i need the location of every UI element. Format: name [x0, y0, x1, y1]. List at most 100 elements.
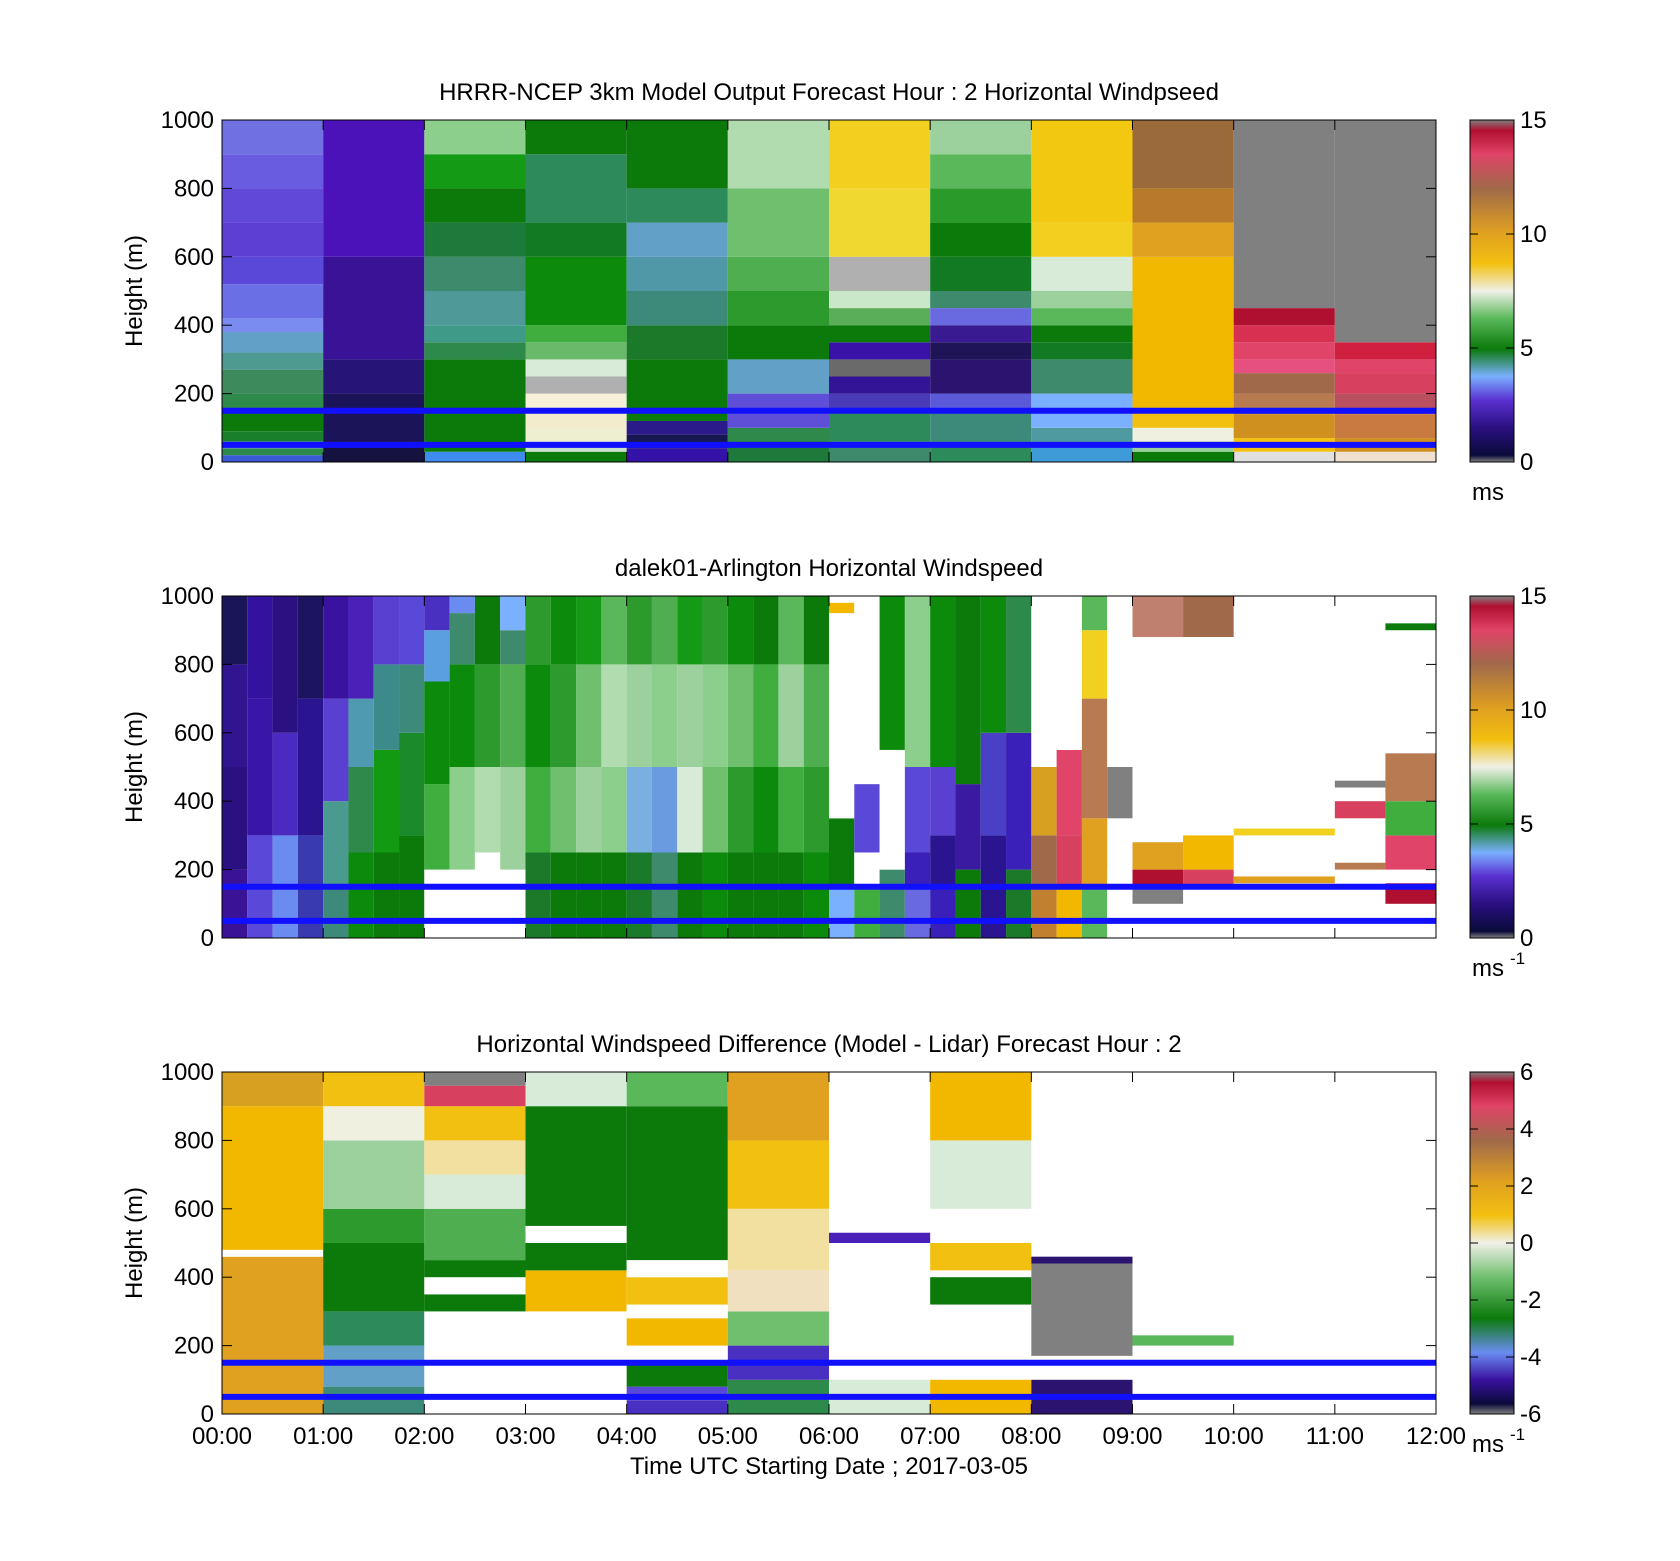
chart-panel-1: 0 200 400 600 800 1000 HRRR-NCEP 3km Model Out…	[121, 79, 1547, 506]
heatmap-cell	[930, 120, 1032, 155]
heatmap-cell	[424, 1311, 526, 1387]
colorbar-tick-label: -2	[1520, 1287, 1541, 1314]
heatmap-cell	[222, 1072, 324, 1107]
heatmap-cell	[829, 256, 931, 291]
heatmap-cell	[1107, 767, 1133, 819]
heatmap-cell	[904, 767, 931, 853]
heatmap-cell	[930, 886, 956, 938]
heatmap-cell	[727, 188, 829, 257]
heatmap-cell	[626, 1072, 728, 1107]
colorbar-unit: ms	[1472, 1431, 1504, 1458]
heatmap-cell	[500, 596, 526, 631]
heatmap-cell	[727, 767, 754, 853]
x-tick-label: 00:00	[192, 1423, 252, 1450]
heatmap-cell	[727, 1270, 829, 1312]
x-tick-label: 07:00	[900, 1423, 960, 1450]
heatmap-cell	[702, 664, 728, 767]
heatmap-cell	[525, 154, 627, 223]
heatmap-cell	[626, 1318, 728, 1346]
heatmap-cell	[525, 376, 627, 394]
heatmap-cell	[778, 852, 804, 938]
heatmap-cell	[525, 256, 627, 326]
heatmap-cell	[829, 602, 855, 614]
heatmap-cell	[1183, 835, 1234, 870]
heatmap-cell	[424, 1294, 526, 1312]
heatmap-cell	[348, 596, 374, 699]
heatmap-cell	[930, 342, 1032, 360]
heatmap-cell	[955, 869, 981, 938]
heatmap-cell	[1056, 835, 1082, 887]
heatmap-cell	[930, 188, 1032, 223]
heatmap-cell	[323, 1345, 425, 1387]
heatmap-cell	[525, 1072, 627, 1107]
heatmap-cell	[323, 1140, 425, 1209]
heatmap-cell	[677, 664, 703, 767]
heatmap-cell	[323, 256, 425, 360]
heatmap-cell	[525, 1270, 627, 1312]
colorbar-tick-label: 0	[1520, 449, 1533, 476]
heatmap-cell	[626, 420, 728, 435]
colorbar	[1469, 119, 1515, 463]
heatmap-cell	[1132, 410, 1234, 428]
y-tick-label: 600	[174, 720, 214, 747]
heatmap-cell	[753, 596, 779, 665]
heatmap-cell	[1233, 120, 1335, 309]
heatmap-cell	[449, 767, 475, 870]
heatmap-cell	[1031, 596, 1057, 767]
heatmap-cell	[803, 664, 829, 767]
heatmap-cell	[525, 120, 627, 155]
heatmap-cell	[677, 852, 703, 938]
heatmap-cell	[626, 1400, 728, 1414]
heatmap-cell	[323, 359, 425, 394]
heatmap-cell	[955, 596, 981, 785]
heatmap-cell	[525, 596, 551, 665]
heatmap-cell	[677, 767, 703, 853]
heatmap-cell	[1006, 869, 1032, 938]
heatmap-cell	[930, 291, 1032, 309]
heatmap-cell	[424, 359, 526, 411]
chart-title: dalek01-Arlington Horizontal Windspeed	[615, 555, 1043, 582]
heatmap-cell	[449, 664, 475, 767]
heatmap-cell	[424, 325, 526, 343]
heatmap-cell	[1233, 373, 1335, 394]
colorbar-tick-label: 6	[1520, 1059, 1533, 1086]
heatmap-cell	[525, 410, 627, 428]
heatmap-cell	[1132, 427, 1234, 442]
heatmap-cell	[829, 120, 931, 189]
heatmap-cell	[904, 886, 931, 938]
x-tick-label: 12:00	[1406, 1423, 1466, 1450]
heatmap-cell	[829, 342, 931, 360]
heatmap-cell	[576, 767, 602, 853]
heatmap-cell	[222, 154, 324, 189]
heatmap-cell	[1132, 886, 1184, 904]
heatmap-cell	[1132, 842, 1184, 870]
heatmap-cell	[829, 818, 855, 887]
heatmap-cell	[727, 1140, 829, 1209]
heatmap-cell	[930, 359, 1032, 394]
heatmap-cell	[904, 596, 931, 767]
heatmap-cell	[1132, 256, 1234, 411]
colorbar-unit: ms	[1472, 479, 1504, 506]
heatmap-cell	[829, 359, 931, 377]
heatmap-cell	[829, 732, 855, 819]
heatmap-cell	[297, 698, 324, 836]
heatmap-cell	[727, 1208, 829, 1271]
heatmap-cell	[424, 120, 526, 155]
heatmap-cell	[626, 325, 728, 360]
heatmap-cell	[601, 852, 627, 938]
heatmap-cell	[601, 664, 627, 767]
heatmap-cell	[626, 852, 652, 938]
heatmap-cell	[727, 325, 829, 360]
heatmap-cell	[626, 448, 728, 462]
x-tick-label: 05:00	[698, 1423, 758, 1450]
heatmap-cell	[424, 451, 526, 462]
heatmap-cell	[525, 767, 551, 853]
heatmap-cell	[1132, 222, 1234, 257]
heatmap-cell	[1233, 414, 1335, 439]
colorbar	[1469, 595, 1515, 939]
x-tick-label: 04:00	[597, 1423, 657, 1450]
x-tick-label: 02:00	[394, 1423, 454, 1450]
heatmap-cell	[727, 427, 829, 442]
heatmap-cell	[222, 352, 324, 370]
